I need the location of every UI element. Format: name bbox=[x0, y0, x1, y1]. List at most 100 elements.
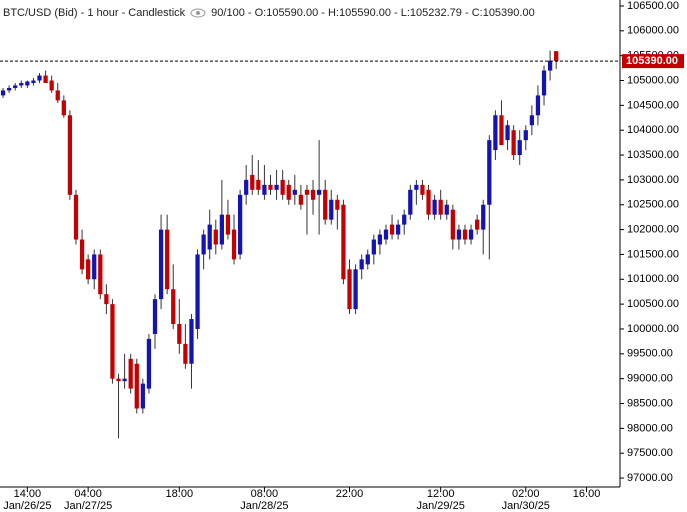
candle-body bbox=[316, 189, 322, 195]
candle-body bbox=[292, 189, 297, 195]
candle-body bbox=[98, 254, 103, 295]
candle-body bbox=[207, 224, 212, 250]
y-tick-label: 103500.00 bbox=[627, 149, 679, 161]
candle-body bbox=[383, 229, 389, 240]
candle-body bbox=[140, 383, 145, 409]
candle-body bbox=[323, 189, 328, 220]
candle-body bbox=[511, 130, 516, 156]
candle-body bbox=[444, 204, 449, 215]
candle-body bbox=[262, 184, 267, 195]
candle-body bbox=[110, 304, 115, 379]
candle-body bbox=[244, 179, 249, 195]
candle-body bbox=[468, 229, 474, 240]
candle-body bbox=[92, 254, 97, 280]
candle-body bbox=[280, 179, 285, 195]
candle-body bbox=[250, 174, 255, 190]
candle-body bbox=[43, 75, 48, 83]
candle-body bbox=[225, 214, 231, 235]
candle-body bbox=[505, 125, 510, 141]
candle-body bbox=[219, 214, 224, 245]
candle-body bbox=[25, 81, 30, 86]
candle-body bbox=[329, 199, 334, 220]
candle-body bbox=[268, 184, 273, 190]
y-tick-label: 97500.00 bbox=[627, 447, 673, 459]
candle-body bbox=[310, 189, 316, 200]
x-tick-label: 14:00 bbox=[14, 488, 42, 500]
x-tick-label: 02:00 bbox=[512, 488, 540, 500]
candle-body bbox=[0, 90, 6, 96]
candle-body bbox=[128, 358, 133, 389]
y-tick-label: 104000.00 bbox=[627, 124, 679, 136]
candle-body bbox=[146, 338, 152, 389]
candle-body bbox=[426, 189, 431, 215]
candle-body bbox=[359, 259, 364, 270]
candle-body bbox=[201, 234, 206, 255]
y-tick-label: 97000.00 bbox=[627, 472, 673, 484]
candle-body bbox=[122, 378, 127, 382]
candle-body bbox=[371, 239, 376, 255]
candle-body bbox=[55, 90, 60, 101]
x-tick-label: 18:00 bbox=[166, 488, 194, 500]
y-tick-label: 106500.00 bbox=[627, 0, 679, 12]
candle-body bbox=[414, 184, 419, 190]
candle-body bbox=[116, 378, 121, 382]
candle-body bbox=[481, 204, 486, 230]
candle-body bbox=[213, 229, 218, 245]
y-tick-label: 99000.00 bbox=[627, 373, 673, 385]
candle-body bbox=[189, 319, 194, 364]
x-tick-date: Jan/28/25 bbox=[240, 500, 288, 512]
candle-body bbox=[450, 209, 455, 240]
visibility-icon[interactable] bbox=[190, 8, 206, 18]
candle-body bbox=[177, 324, 182, 344]
y-tick-label: 102500.00 bbox=[627, 199, 679, 211]
candle-body bbox=[517, 140, 522, 156]
y-tick-label: 106000.00 bbox=[627, 25, 679, 37]
x-tick-label: 12:00 bbox=[427, 488, 455, 500]
candle-body bbox=[408, 189, 413, 215]
candle-body bbox=[86, 259, 91, 280]
candle-body bbox=[274, 184, 279, 190]
candle-body bbox=[438, 199, 443, 215]
x-tick-date: Jan/26/25 bbox=[3, 500, 51, 512]
candle-body bbox=[541, 70, 547, 96]
candle-body bbox=[286, 184, 291, 200]
x-tick-date: Jan/29/25 bbox=[417, 500, 465, 512]
y-tick-label: 100500.00 bbox=[627, 298, 679, 310]
x-tick-date: Jan/30/25 bbox=[502, 500, 550, 512]
candle-body bbox=[432, 199, 437, 215]
candle-body bbox=[523, 130, 528, 141]
candle-body bbox=[13, 85, 18, 88]
candle-body bbox=[104, 294, 109, 305]
y-tick-label: 101000.00 bbox=[627, 273, 679, 285]
candle-body bbox=[19, 82, 24, 86]
candle-body bbox=[493, 115, 498, 151]
candle-body bbox=[165, 229, 170, 290]
last-price-box bbox=[622, 54, 684, 69]
candle-body bbox=[554, 51, 559, 62]
header: BTC/USD (Bid) - 1 hour - Candlestick 90/… bbox=[3, 7, 535, 19]
candle-body bbox=[183, 343, 188, 364]
candle-body bbox=[256, 179, 261, 190]
y-tick-label: 99500.00 bbox=[627, 348, 673, 360]
candle-body bbox=[365, 254, 370, 265]
x-tick-label: 16:00 bbox=[573, 488, 601, 500]
y-tick-label: 104500.00 bbox=[627, 99, 679, 111]
candle-body bbox=[79, 239, 85, 270]
y-tick-label: 100000.00 bbox=[627, 323, 679, 335]
plot-area bbox=[0, 0, 620, 487]
candle-body bbox=[231, 229, 237, 260]
y-tick-label: 98500.00 bbox=[627, 397, 673, 409]
y-tick-label: 105000.00 bbox=[627, 74, 679, 86]
candle-body bbox=[31, 80, 36, 83]
candle-body bbox=[6, 87, 12, 91]
candle-body bbox=[171, 289, 176, 325]
candle-body bbox=[396, 224, 401, 235]
candle-body bbox=[462, 229, 468, 240]
candle-body bbox=[487, 140, 492, 205]
candle-body bbox=[49, 80, 54, 91]
y-tick-label: 103000.00 bbox=[627, 174, 679, 186]
candle-body bbox=[547, 60, 553, 71]
candle-body bbox=[535, 95, 541, 116]
candle-body bbox=[377, 234, 383, 245]
